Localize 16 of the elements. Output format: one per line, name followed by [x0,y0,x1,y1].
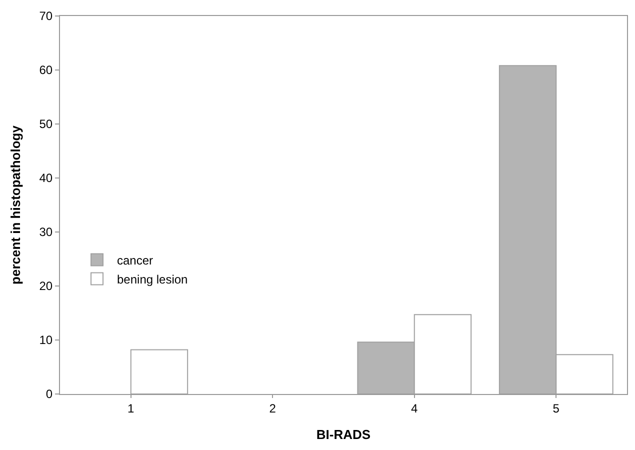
y-tick-label: 60 [39,63,53,78]
x-tick-label: 1 [128,401,135,416]
x-tick-label: 4 [411,401,418,416]
y-tick-label: 10 [39,333,53,348]
y-axis-title: percent in histopathology [8,124,24,284]
x-axis-title: BI-RADS [316,427,371,442]
legend-label: cancer [117,253,154,268]
x-tick-label: 5 [552,401,560,416]
y-tick-label: 70 [39,9,53,24]
legend-label: bening lesion [117,272,188,286]
y-tick-label: 40 [39,171,53,186]
y-tick-label: 20 [39,279,53,294]
x-tick-label: 2 [269,401,276,416]
y-tick-label: 30 [39,225,53,240]
y-tick-label: 0 [46,387,53,402]
y-tick-label: 50 [39,117,53,132]
